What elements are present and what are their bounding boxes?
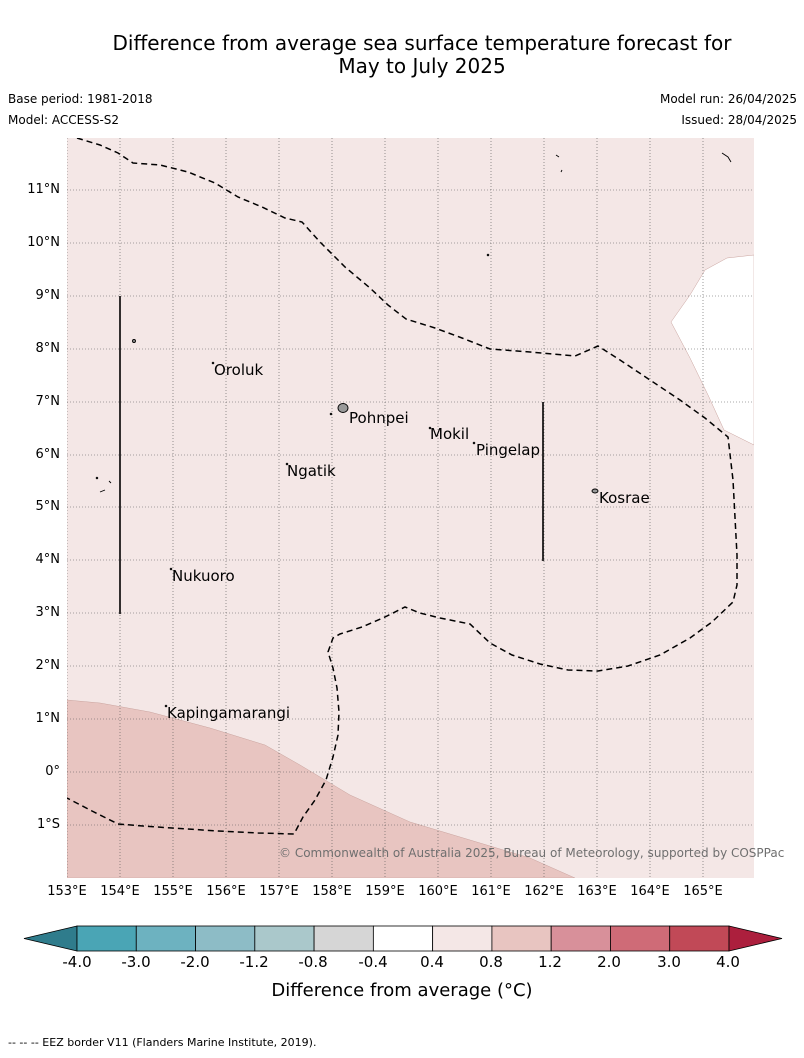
lon-label: 153°E — [47, 884, 87, 899]
lon-label: 162°E — [524, 884, 564, 899]
lon-label: 155°E — [153, 884, 193, 899]
colorbar-swatch — [254, 925, 315, 952]
colorbar-tick: 0.4 — [420, 953, 444, 971]
lat-label: 5°N — [35, 499, 61, 514]
place-nukuoro: Nukuoro — [172, 567, 235, 585]
lat-label: 0° — [45, 764, 60, 779]
colorbar-tick: 4.0 — [716, 953, 740, 971]
lat-label: 4°N — [35, 552, 61, 567]
colorbar-tick: -3.0 — [121, 953, 151, 971]
colorbar-swatch — [135, 925, 196, 952]
islands — [95, 152, 732, 708]
kosrae-island — [591, 488, 599, 494]
lon-label: 161°E — [471, 884, 511, 899]
colorbar-tick: 0.8 — [479, 953, 503, 971]
place-oroluk: Oroluk — [214, 361, 264, 379]
colorbar-swatch — [313, 925, 374, 952]
copyright-notice: © Commonwealth of Australia 2025, Bureau… — [279, 846, 785, 860]
model-run: Model run: 26/04/2025 — [659, 92, 797, 106]
pohnpei-island — [337, 403, 349, 413]
colorbar-tick: 1.2 — [538, 953, 562, 971]
colorbar-swatch — [491, 925, 552, 952]
colorbar-over-arrow — [728, 925, 783, 952]
lon-label: 164°E — [630, 884, 670, 899]
colorbar-tick: -2.0 — [180, 953, 210, 971]
colorbar-tick: -1.2 — [239, 953, 269, 971]
lon-label: 158°E — [312, 884, 352, 899]
colorbar-under-arrow — [23, 925, 78, 952]
lon-label: 157°E — [259, 884, 299, 899]
lat-label: 6°N — [35, 447, 61, 462]
place-kapingamarangi: Kapingamarangi — [167, 704, 291, 722]
colorbar-swatch — [432, 925, 493, 952]
lat-label: 2°N — [35, 658, 61, 673]
lon-label: 163°E — [577, 884, 617, 899]
lat-label: 1°N — [35, 711, 61, 726]
lat-label: 1°S — [36, 817, 60, 832]
model-name: Model: ACCESS-S2 — [8, 113, 120, 127]
place-kosrae: Kosrae — [599, 489, 650, 507]
colorbar-swatch — [669, 925, 730, 952]
colorbar-swatch — [372, 925, 434, 952]
page-title: Difference from average sea surface temp… — [40, 32, 804, 78]
footnote: -- -- -- EEZ border V11 (Flanders Marine… — [8, 1036, 317, 1049]
neutral-region — [670, 254, 754, 446]
lat-label: 9°N — [35, 288, 61, 303]
colorbar-tick: 3.0 — [657, 953, 681, 971]
lon-label: 156°E — [206, 884, 246, 899]
colorbar-tick: -0.8 — [298, 953, 328, 971]
graticule — [67, 138, 754, 878]
warm-anomaly-region — [67, 699, 576, 878]
colorbar-swatch — [195, 925, 256, 952]
title-line-1: Difference from average sea surface temp… — [112, 31, 732, 55]
title-line-2: May to July 2025 — [338, 54, 506, 78]
colorbar-tick: 2.0 — [597, 953, 621, 971]
colorbar-swatch — [76, 925, 137, 952]
colorbar-title: Difference from average (°C) — [271, 980, 533, 1001]
lon-label: 154°E — [100, 884, 140, 899]
place-pohnpei: Pohnpei — [349, 409, 409, 427]
lon-label: 165°E — [683, 884, 723, 899]
lat-label: 3°N — [35, 605, 61, 620]
lat-label: 7°N — [35, 394, 61, 409]
base-period: Base period: 1981-2018 — [8, 92, 153, 106]
lon-label: 160°E — [418, 884, 458, 899]
colorbar-swatch — [550, 925, 611, 952]
eez-border-north — [67, 138, 738, 835]
place-mokil: Mokil — [430, 425, 470, 443]
lat-label: 11°N — [27, 182, 60, 197]
lon-label: 159°E — [365, 884, 405, 899]
colorbar-tick: -4.0 — [62, 953, 92, 971]
colorbar-tick: -0.4 — [358, 953, 388, 971]
issued-date: Issued: 28/04/2025 — [681, 113, 797, 127]
place-pingelap: Pingelap — [476, 441, 541, 459]
colorbar-swatch — [610, 925, 671, 952]
lat-label: 10°N — [27, 235, 60, 250]
lat-label: 8°N — [35, 341, 61, 356]
place-ngatik: Ngatik — [287, 462, 336, 480]
colorbar — [23, 925, 783, 952]
